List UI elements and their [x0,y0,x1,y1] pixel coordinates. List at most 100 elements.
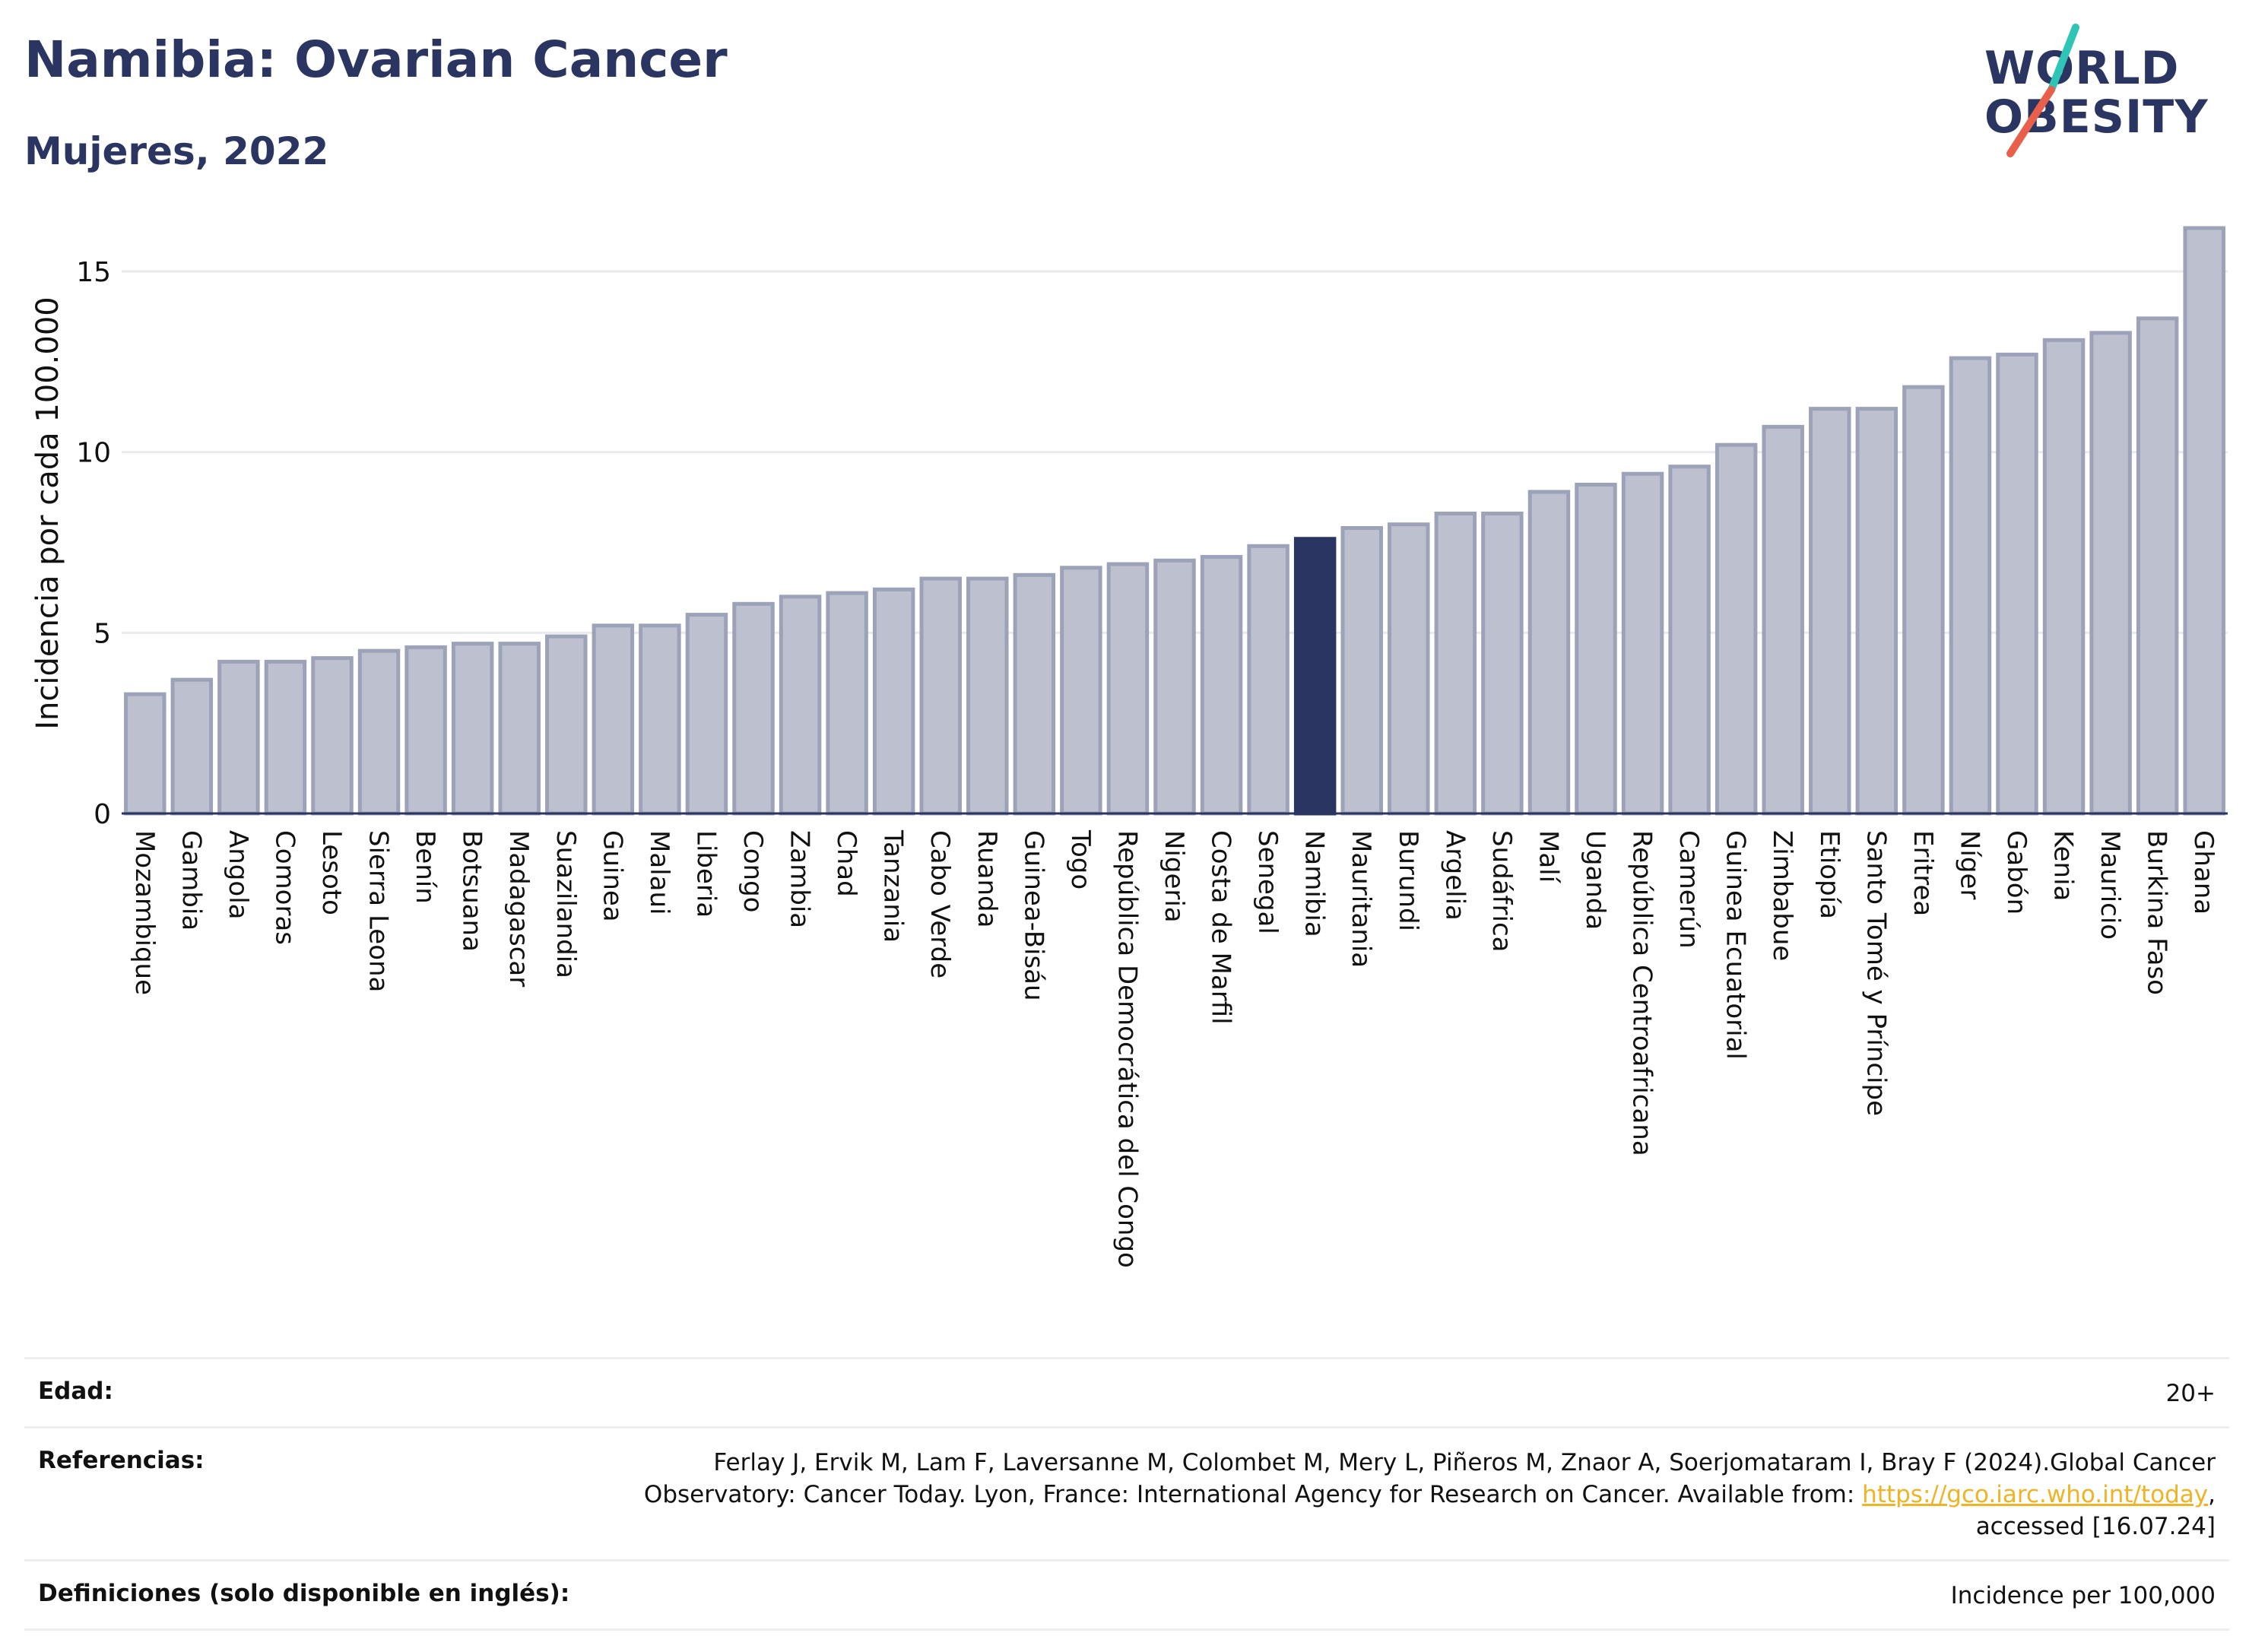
x-tick-label: Santo Tomé y Príncipe [1860,830,1891,1116]
x-tick-label: Botsuana [457,830,487,952]
bar-eritrea [1902,385,1945,816]
bar-gambia [170,677,214,816]
x-tick-label: Kenia [2048,830,2079,901]
x-tick-label: Namibia [1299,830,1330,937]
x-tick-label: Ghana [2188,830,2219,915]
bar-togo [1060,566,1102,816]
x-tick-label: Sierra Leona [363,830,394,992]
x-tick-label: Mauricio [2095,830,2125,940]
age-value: 20+ [2165,1380,2216,1407]
definitions-row: Definiciones (solo disponible en inglés)… [24,1559,2229,1631]
bar-suazilandia [545,634,588,816]
bar-ghana [2183,226,2225,816]
x-tick-label: Comoras [269,830,300,945]
x-tick-label: Eritrea [1908,830,1938,916]
x-tick-label: Cabo Verde [925,830,955,978]
bar-costa-de-marfil [1200,555,1243,816]
x-tick-label: Ruanda [972,830,1002,927]
x-tick-label: Sudáfrica [1486,830,1517,952]
references-link[interactable]: https://gco.iarc.who.int/today [1862,1481,2209,1508]
bar-namibia [1293,537,1337,816]
x-tick-label: Burkina Faso [2142,830,2172,995]
bar-zambia [779,595,822,816]
logo-line-1: WORLD [1984,42,2180,95]
x-tick-label: República Centroafricana [1627,830,1657,1156]
x-tick-label: Angola [223,830,253,919]
bar-rep-blica-democr-tica-del-congo [1106,562,1150,816]
x-tick-label: Camerún [1673,830,1704,949]
x-tick-label: Zambia [785,830,815,928]
bar-argelia [1434,511,1477,816]
bar-angola [217,659,260,816]
bar-guinea [592,623,635,816]
x-tick-label: Gabón [2001,830,2032,915]
bar-tanzania [872,587,915,816]
age-label: Edad: [38,1378,113,1405]
metadata-table: Edad: 20+ Referencias: Ferlay J, Ervik M… [24,1357,2229,1631]
bar-kenia [2042,338,2086,816]
x-tick-label: Etiopía [1814,830,1845,919]
x-tick-label: Nigeria [1159,830,1189,923]
bar-liberia [685,613,728,816]
bar-comoras [264,659,307,816]
x-tick-label: Guinea-Bisáu [1018,830,1048,1001]
bar-mauritania [1340,526,1383,816]
bar-n-ger [1949,356,1992,816]
x-tick-label: República Democrática del Congo [1112,830,1142,1268]
x-tick-label: Níger [1954,830,1984,899]
bar-zimbabue [1762,424,1804,816]
bar-botsuana [451,642,494,816]
x-tick-label: Guinea [597,830,627,922]
bar-nigeria [1153,558,1196,816]
references-row: Referencias: Ferlay J, Ervik M, Lam F, L… [24,1426,2229,1559]
x-tick-label: Lesoto [316,830,347,915]
bar-lesoto [311,656,354,816]
x-tick-label: Gambia [176,830,206,931]
bar-uganda [1575,482,1617,816]
x-tick-label: Congo [738,830,768,912]
y-tick-label: 15 [76,257,111,288]
y-tick-label: 5 [94,618,111,649]
y-tick-labels: 0 5 10 15 [76,257,111,830]
bar-chart: 0 5 10 15 Mozambique Gambia Angola Comoras Leso… [30,226,2228,1268]
bar-ruanda [966,576,1009,816]
x-tick-label: Malaui [644,830,674,915]
x-tick-labels: Mozambique Gambia Angola Comoras Lesoto Sierr… [129,829,2219,1268]
bar-malaui [639,623,681,816]
bar-congo [732,601,775,816]
references-value: Ferlay J, Ervik M, Lam F, Laversanne M, … [619,1447,2216,1543]
bar-chad [826,591,868,816]
x-tick-label: Uganda [1580,830,1610,930]
x-tick-label: Madagascar [503,830,534,987]
bar-ben-n [404,645,447,816]
bar-madagascar [498,642,541,816]
chart-subtitle: Mujeres, 2022 [24,129,329,173]
x-tick-label: Burundi [1393,830,1423,931]
references-text: Ferlay J, Ervik M, Lam F, Laversanne M, … [643,1449,2216,1508]
x-tick-label: Senegal [1252,830,1283,934]
x-tick-label: Suazilandia [550,830,581,978]
bar-etiop-a [1809,407,1851,816]
world-obesity-logo: WORLD OBESITY [1984,23,2235,160]
bar-camer-n [1668,465,1711,816]
age-row: Edad: 20+ [24,1357,2229,1426]
bar-guinea-bis-u [1013,572,1056,816]
bar-burundi [1388,522,1430,816]
x-tick-label: Guinea Ecuatorial [1721,830,1751,1060]
y-axis-label: Incidencia por cada 100.000 [30,296,65,730]
bar-sud-frica [1481,511,1524,816]
x-tick-label: Togo [1065,829,1096,889]
bar-burkina-faso [2136,316,2179,816]
x-tick-label: Benín [410,830,440,904]
bars [124,226,2225,816]
bar-guinea-ecuatorial [1715,442,1758,816]
x-tick-label: Liberia [690,830,721,918]
x-tick-label: Chad [831,830,861,897]
definitions-value: Incidence per 100,000 [1950,1582,2216,1609]
bar-gab-n [1996,352,2038,816]
bar-sierra-leona [357,648,401,816]
x-tick-label: Argelia [1439,830,1470,921]
bar-cabo-verde [919,576,962,816]
bar-mauricio [2089,331,2132,816]
x-tick-label: Mozambique [129,830,160,995]
